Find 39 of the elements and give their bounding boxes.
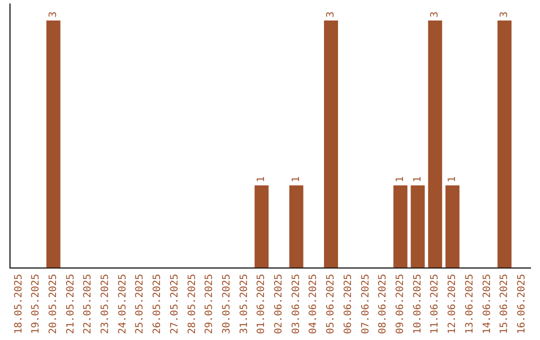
data-label: 1 [395,176,406,182]
x-tick-label: 18.05.2025 [13,274,24,334]
data-label: 3 [326,11,337,18]
x-tick-label: 28.05.2025 [186,274,198,334]
data-label: 1 [447,176,458,182]
x-tick-label: 20.05.2025 [48,274,59,334]
x-tick-label: 14.06.2025 [482,274,493,334]
data-label: 1 [290,176,302,182]
x-tick-label: 06.06.2025 [342,274,354,334]
x-tick-label: 09.06.2025 [395,274,406,334]
x-tick-label: 15.06.2025 [499,274,510,334]
x-tick-label: 30.05.2025 [221,274,232,334]
x-tick-label: 12.06.2025 [447,274,458,334]
x-tick-label: 05.06.2025 [326,274,337,334]
x-tick-label: 08.06.2025 [378,274,389,334]
x-tick-label: 27.05.2025 [169,274,180,334]
x-tick-label: 11.06.2025 [430,274,441,334]
x-tick-label: 23.05.2025 [100,274,112,334]
x-tick-label: 29.05.2025 [204,274,216,334]
x-tick-label: 26.05.2025 [152,274,164,334]
data-label: 1 [412,176,424,182]
x-tick-label: 16.06.2025 [516,274,528,334]
data-label: 3 [430,11,441,18]
x-tick-label: 03.06.2025 [290,274,302,334]
x-tick-label: 24.05.2025 [117,274,128,334]
x-tick-label: 02.06.2025 [274,274,285,334]
x-tick-label: 01.06.2025 [256,274,268,334]
x-tick-label: 22.05.2025 [82,274,94,334]
x-tick-label: 10.06.2025 [412,274,424,334]
data-label: 3 [48,11,59,18]
x-tick-label: 25.05.2025 [134,274,146,334]
x-tick-label: 04.06.2025 [308,274,320,334]
x-tick-label: 21.05.2025 [65,274,76,334]
x-tick-label: 19.05.2025 [30,274,42,334]
x-tick-label: 07.06.2025 [360,274,372,334]
data-label: 3 [499,11,510,18]
x-tick-label: 13.06.2025 [464,274,476,334]
x-tick-label: 31.05.2025 [238,274,250,334]
data-label: 1 [256,176,268,182]
